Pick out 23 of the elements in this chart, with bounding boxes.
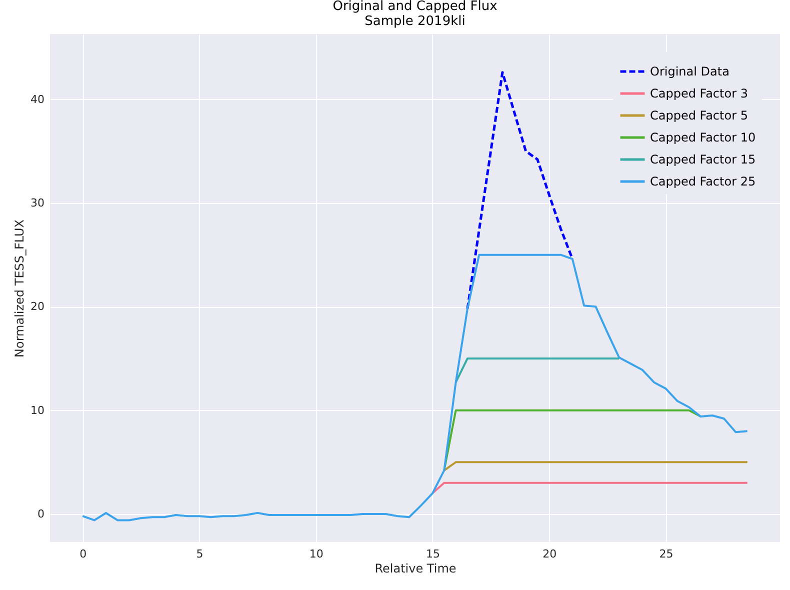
y-tick-label: 20 [30,300,44,314]
y-tick-label: 0 [38,508,44,521]
chart-subtitle: Sample 2019kli [364,14,466,29]
x-tick-label: 10 [309,548,324,560]
y-tick-label: 40 [30,92,44,106]
legend-label: Capped Factor 15 [650,152,756,166]
x-tick-label: 5 [196,548,204,560]
legend-label: Capped Factor 25 [650,174,756,188]
x-tick-label: 20 [542,548,557,560]
chart-title: Original and Capped Flux [332,0,498,14]
x-tick-label: 15 [426,548,440,560]
legend-label: Capped Factor 5 [650,108,748,122]
y-tick-label: 30 [30,196,44,210]
line-series [466,71,574,310]
y-tick-label: 10 [30,404,44,417]
legend-label: Capped Factor 10 [650,130,756,144]
y-axis-title: Normalized TESS_FLUX [12,219,27,358]
x-tick-label: 25 [659,548,674,560]
legend-label: Capped Factor 3 [650,86,748,100]
legend-label: Original Data [650,64,730,78]
x-tick-label: 0 [80,548,87,560]
line-series [82,254,748,522]
x-axis-title: Relative Time [374,562,456,576]
